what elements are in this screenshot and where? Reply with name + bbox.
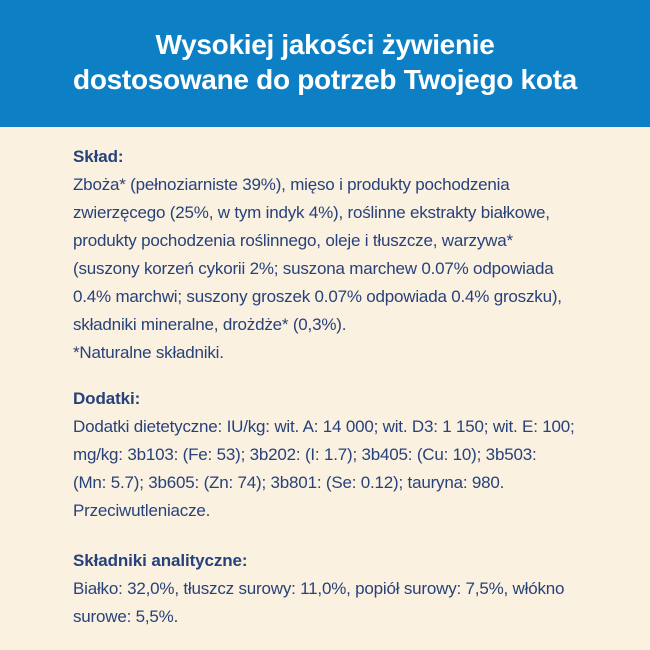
- ingredients-line: Zboża* (pełnoziarniste 39%), mięso i pro…: [73, 175, 510, 194]
- ingredients-footnote: *Naturalne składniki.: [73, 343, 224, 362]
- section-heading-additives: Dodatki:: [73, 389, 141, 408]
- ingredients-line: produkty pochodzenia roślinnego, oleje i…: [73, 231, 513, 250]
- section-heading-ingredients: Skład:: [73, 147, 124, 166]
- header-title-line-2: dostosowane do potrzeb Twojego kota: [73, 64, 577, 95]
- header-banner: Wysokiej jakości żywienie dostosowane do…: [0, 0, 650, 127]
- ingredients-line: składniki mineralne, drożdże* (0,3%).: [73, 315, 347, 334]
- section-analytical-constituents: Składniki analityczne: Białko: 32,0%, tł…: [73, 547, 610, 631]
- content-area: Skład: Zboża* (pełnoziarniste 39%), mięs…: [0, 127, 650, 631]
- section-ingredients: Skład: Zboża* (pełnoziarniste 39%), mięs…: [73, 143, 610, 367]
- additives-line: Dodatki dietetyczne: IU/kg: wit. A: 14 0…: [73, 417, 575, 436]
- analytical-line: surowe: 5,5%.: [73, 607, 179, 626]
- ingredients-line: zwierzęcego (25%, w tym indyk 4%), rośli…: [73, 203, 550, 222]
- header-title-line-1: Wysokiej jakości żywienie: [155, 29, 495, 60]
- section-heading-analytical: Składniki analityczne:: [73, 551, 248, 570]
- analytical-line: Białko: 32,0%, tłuszcz surowy: 11,0%, po…: [73, 579, 565, 598]
- additives-line: mg/kg: 3b103: (Fe: 53); 3b202: (I: 1.7);…: [73, 445, 537, 464]
- additives-line: Przeciwutleniacze.: [73, 501, 211, 520]
- section-additives: Dodatki: Dodatki dietetyczne: IU/kg: wit…: [73, 385, 610, 525]
- ingredients-line: 0.4% marchwi; suszony groszek 0.07% odpo…: [73, 287, 562, 306]
- additives-line: (Mn: 5.7); 3b605: (Zn: 74); 3b801: (Se: …: [73, 473, 505, 492]
- ingredients-line: (suszony korzeń cykorii 2%; suszona marc…: [73, 259, 554, 278]
